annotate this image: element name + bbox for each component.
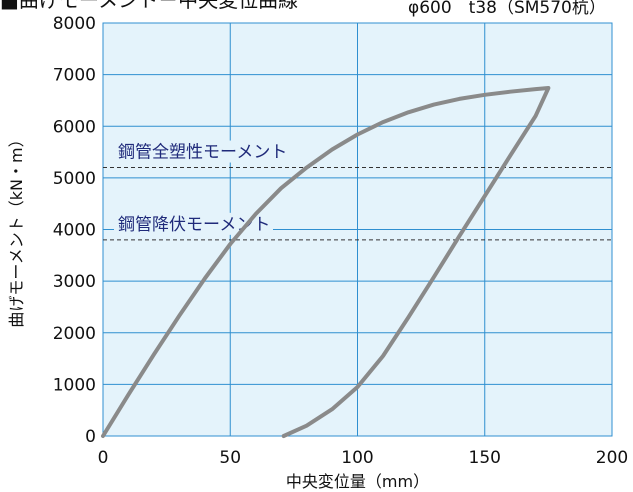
chart-subtitle: φ600 t38（SM570杭） <box>408 0 606 18</box>
y-tick-label: 2000 <box>53 324 96 344</box>
chart-title-clip: ■曲げモーメント－中央変位曲線 <box>0 0 380 12</box>
reference-label-bg <box>114 212 273 235</box>
chart-title: ■曲げモーメント－中央変位曲線 <box>0 0 299 12</box>
y-tick-label: 0 <box>85 427 96 447</box>
y-axis-label: 曲げモーメント（kN・m） <box>7 131 26 327</box>
x-tick-label: 100 <box>341 448 373 468</box>
y-tick-label: 1000 <box>53 375 96 395</box>
y-tick-label: 3000 <box>53 272 96 292</box>
x-tick-label: 200 <box>596 448 628 468</box>
reference-label-bg <box>114 140 290 163</box>
series-group <box>101 86 551 438</box>
y-tick-label: 7000 <box>53 66 96 86</box>
tick-labels: 0 50 100 150 2000100020003000400050006000700… <box>53 14 628 468</box>
y-tick-label: 4000 <box>53 221 96 241</box>
moment-displacement-curve <box>101 86 551 438</box>
x-tick-label: 0 <box>98 448 109 468</box>
x-axis-label: 中央変位量（mm） <box>286 472 429 491</box>
y-tick-label: 8000 <box>53 14 96 34</box>
x-tick-label: 150 <box>469 448 501 468</box>
x-tick-label: 50 <box>219 448 241 468</box>
reference-label: 鋼管降伏モーメント <box>118 215 270 235</box>
y-tick-label: 6000 <box>53 117 96 137</box>
reference-label: 鋼管全塑性モーメント <box>118 143 287 163</box>
y-tick-label: 5000 <box>53 169 96 189</box>
